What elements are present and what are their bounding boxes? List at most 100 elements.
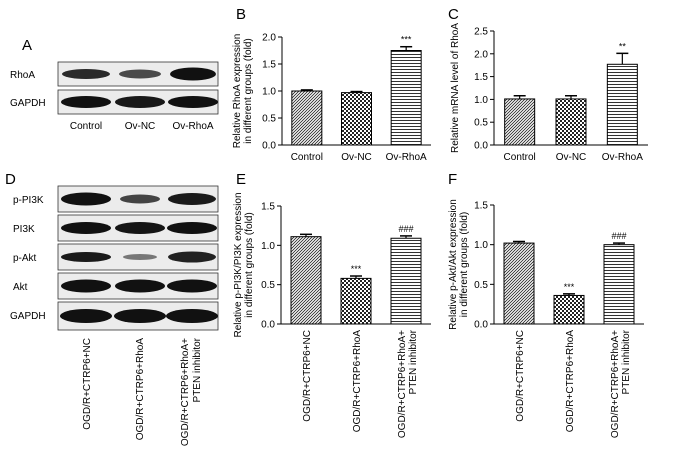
blot-band: [114, 309, 166, 323]
blot-a-label-rhoa: RhoA: [10, 70, 35, 81]
y-tick-label: 1.5: [261, 202, 275, 213]
y-axis-label-line: Relative RhoA expression: [232, 34, 243, 149]
x-tick-label: Ov-NC: [556, 152, 587, 163]
blot-band: [61, 279, 111, 293]
y-tick-label: 0.5: [474, 118, 488, 129]
blot-band: [61, 96, 111, 108]
y-tick-label: 2.0: [262, 33, 276, 44]
x-tick-label: OGD/R+CTRP6+NC: [302, 330, 313, 422]
blot-band: [168, 193, 216, 205]
chart-e: 0.0 0.5 1.0 1.5 Relative p-PI3K/PI3K express…: [233, 192, 431, 438]
y-axis-label-line: Relative mRNA level of RhoA: [450, 23, 461, 153]
blot-band: [61, 192, 111, 206]
blot-band: [61, 222, 111, 234]
y-tick-label: 2.0: [474, 49, 488, 60]
y-axis-label: Relative p-PI3K/PI3K expressionin differ…: [233, 192, 255, 337]
bar: [390, 50, 422, 146]
bar: [291, 90, 323, 146]
blot-d-label-akt: Akt: [13, 282, 28, 293]
x-tick-label: OGD/R+CTRP6+RhoA: [352, 330, 363, 433]
blot-a-lane-ov-nc: Ov-NC: [125, 121, 156, 132]
x-tick-label-line: OGD/R+CTRP6+RhoA+: [397, 330, 408, 438]
blot-a-label-gapdh: GAPDH: [10, 98, 46, 109]
significance-marker: **: [619, 41, 627, 51]
y-tick-label: 1.0: [474, 240, 488, 251]
y-axis-label: Relative mRNA level of RhoA: [450, 23, 461, 153]
blot-band: [115, 222, 165, 234]
x-tick-label-line: OGD/R+CTRP6+RhoA: [565, 330, 576, 433]
panel-letter-c: C: [448, 6, 459, 23]
y-tick-label: 2.5: [474, 27, 488, 38]
panel-letter-b: B: [236, 6, 246, 23]
panel-letter-a: A: [22, 37, 32, 54]
y-tick-label: 0.0: [261, 320, 275, 331]
blot-band: [119, 69, 161, 79]
x-tick-label-line: OGD/R+CTRP6+NC: [515, 330, 526, 422]
chart-f: 0.0 0.5 1.0 1.5 Relative p-Akt/Akt expressio…: [448, 199, 644, 438]
significance-marker: ###: [611, 231, 626, 241]
y-tick-label: 1.5: [474, 72, 488, 83]
blot-d-label-p-akt: p-Akt: [13, 253, 37, 264]
y-tick-label: 1.5: [262, 60, 276, 71]
blot-d-label-pi3k: PI3K: [13, 224, 35, 235]
x-tick-label: OGD/R+CTRP6+RhoA: [565, 330, 576, 433]
blot-band: [60, 309, 112, 323]
x-tick-label: Control: [504, 152, 536, 163]
y-axis-label-line: in different groups (fold): [244, 212, 255, 317]
blot-band: [62, 69, 110, 79]
blot-a-lane-control: Control: [70, 121, 102, 132]
y-tick-label: 1.0: [261, 241, 275, 252]
blot-a-lane-ov-rhoa: Ov-RhoA: [172, 121, 213, 132]
bar: [603, 244, 635, 325]
bar: [290, 236, 322, 325]
blot-band: [123, 254, 157, 260]
y-axis-label-line: Relative p-Akt/Akt expression: [448, 199, 459, 330]
bar: [390, 237, 422, 325]
blot-band: [166, 309, 218, 323]
x-tick-label-line: OGD/R+CTRP6+NC: [302, 330, 313, 422]
blot-band: [61, 252, 111, 262]
significance-marker: ###: [398, 224, 413, 234]
panel-letter-f: F: [448, 171, 457, 188]
panel-letter-e: E: [236, 171, 246, 188]
x-tick-label: Control: [291, 152, 323, 163]
blot-d-lane-3a: OGD/R+CTRP6+RhoA+: [180, 338, 191, 446]
x-tick-label: Ov-RhoA: [386, 152, 427, 163]
panel-letter-d: D: [5, 171, 16, 188]
chart-c: 0.0 0.5 1.0 1.5 2.0 2.5 Relative mRNA level of…: [450, 23, 648, 163]
y-tick-label: 1.0: [474, 95, 488, 106]
y-axis-label-line: in different groups (fold): [459, 212, 470, 317]
blot-band: [168, 251, 216, 263]
x-tick-label: OGD/R+CTRP6+NC: [515, 330, 526, 422]
x-tick-label-line: PTEN inhibitor: [621, 329, 632, 394]
y-tick-label: 0.5: [474, 280, 488, 291]
y-tick-label: 0.0: [474, 320, 488, 331]
x-tick-label-line: OGD/R+CTRP6+RhoA: [352, 330, 363, 433]
y-tick-label: 0.0: [474, 141, 488, 152]
bar: [553, 294, 585, 325]
blot-d-lane-1: OGD/R+CTRP6+NC: [82, 338, 93, 430]
x-tick-label-line: PTEN inhibitor: [408, 329, 419, 394]
y-axis-label: Relative RhoA expressionin different gro…: [232, 34, 254, 149]
x-tick-label: Ov-NC: [341, 152, 372, 163]
y-axis-label: Relative p-Akt/Akt expressionin differen…: [448, 199, 470, 330]
x-tick-label: OGD/R+CTRP6+RhoA+PTEN inhibitor: [610, 329, 632, 438]
blot-d-lane-3b: PTEN inhibitor: [192, 337, 203, 402]
y-tick-label: 1.5: [474, 201, 488, 212]
blot-d: p-PI3K PI3K p-Akt Akt GAPDH OGD/R+CTRP6+…: [10, 185, 219, 446]
blot-band: [115, 279, 165, 293]
significance-marker: ***: [564, 282, 575, 292]
blot-d-label-p-pi3k: p-PI3K: [13, 195, 44, 206]
y-axis-label-line: Relative p-PI3K/PI3K expression: [233, 192, 244, 337]
x-tick-label: OGD/R+CTRP6+RhoA+PTEN inhibitor: [397, 329, 419, 438]
bar: [555, 98, 587, 146]
bar: [341, 92, 372, 146]
blot-d-lane-2: OGD/R+CTRP6+RhoA: [135, 338, 146, 441]
significance-marker: ***: [351, 264, 362, 274]
y-tick-label: 0.5: [262, 114, 276, 125]
blot-band: [170, 67, 216, 81]
significance-marker: ***: [401, 35, 412, 45]
y-tick-label: 0.5: [261, 280, 275, 291]
blot-band: [168, 96, 218, 108]
